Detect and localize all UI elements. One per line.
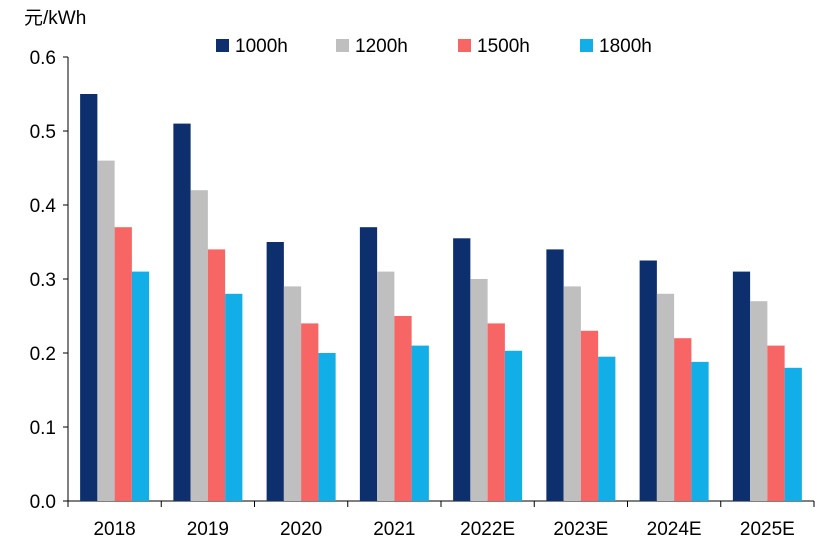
bar [207, 249, 226, 501]
legend: 1000h 1200h 1500h 1800h [216, 36, 652, 57]
bar [563, 286, 581, 501]
bar [732, 271, 751, 501]
series-1000h [80, 94, 751, 502]
bar [97, 160, 115, 501]
bar [487, 323, 505, 501]
bar [598, 356, 616, 501]
bar [283, 286, 302, 501]
y-tick-label: 0.5 [30, 122, 56, 143]
bar [80, 94, 98, 501]
x-tick-label: 2024E [647, 519, 702, 540]
legend-item: 1000h [216, 36, 288, 57]
x-tick-label: 2021 [373, 519, 415, 540]
bar [173, 123, 191, 501]
y-tick-label: 0.0 [30, 492, 56, 513]
bar [580, 330, 599, 501]
bars [80, 94, 802, 502]
x-tick-label: 2025E [740, 519, 795, 540]
bar [359, 227, 378, 501]
bar [301, 323, 319, 501]
legend-swatch [216, 39, 229, 52]
y-tick-label: 0.1 [30, 418, 56, 439]
bar [266, 242, 284, 501]
legend-label: 1000h [235, 36, 288, 57]
y-axis: 0.0 0.1 0.2 0.3 0.4 0.5 0.6 [30, 48, 69, 513]
bar [784, 367, 802, 501]
y-tick-label: 0.2 [30, 344, 56, 365]
bar [470, 279, 488, 501]
y-tick-label: 0.4 [30, 196, 57, 217]
bar [691, 361, 709, 501]
bar [656, 293, 675, 501]
x-tick-label: 2020 [280, 519, 322, 540]
legend-item: 1200h [336, 36, 408, 57]
x-tick-label: 2019 [187, 519, 229, 540]
bar [225, 293, 243, 501]
x-tick-label: 2018 [93, 519, 135, 540]
legend-label: 1200h [355, 36, 408, 57]
series-1800h [131, 271, 802, 501]
bar [411, 345, 429, 501]
legend-swatch [580, 39, 593, 52]
bar [750, 301, 768, 501]
series-1200h [97, 160, 768, 501]
series-1500h [114, 227, 785, 501]
bar [639, 260, 657, 501]
bar [453, 238, 471, 502]
legend-item: 1500h [458, 36, 530, 57]
bar [318, 353, 336, 501]
bar [546, 249, 564, 501]
bar [504, 350, 523, 501]
legend-swatch [336, 39, 349, 52]
legend-label: 1500h [477, 36, 530, 57]
y-tick-label: 0.6 [30, 48, 56, 69]
bar [767, 345, 785, 501]
x-tick-label: 2023E [553, 519, 608, 540]
x-axis: 2018 2019 2020 2021 2022E 2023E 2024E 2025E [67, 500, 815, 540]
bar [674, 338, 692, 501]
y-unit-label: 元/kWh [24, 8, 86, 29]
bar [190, 190, 208, 501]
legend-item: 1800h [580, 36, 652, 57]
bar [114, 227, 132, 501]
bar [377, 271, 395, 501]
bar [131, 271, 150, 501]
legend-swatch [458, 39, 471, 52]
y-tick-label: 0.3 [30, 270, 56, 291]
bar [394, 316, 412, 501]
legend-label: 1800h [599, 36, 652, 57]
x-tick-label: 2022E [460, 519, 515, 540]
